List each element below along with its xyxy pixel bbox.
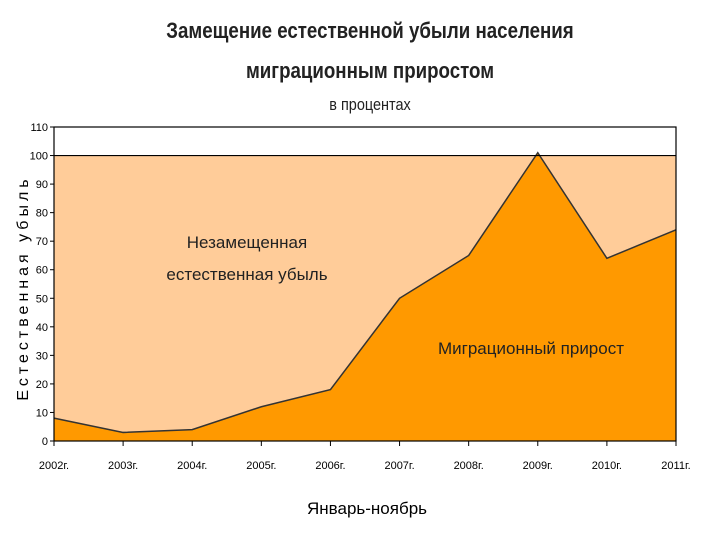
annotation-unreplaced-line1: Незамещенная — [187, 233, 307, 252]
y-tick-label: 10 — [36, 407, 48, 419]
migration-area — [54, 152, 676, 441]
y-tick-label: 0 — [42, 436, 48, 448]
x-tick-label: 2007г. — [384, 460, 414, 472]
plot-border — [53, 126, 677, 442]
x-tick-label: 2009г. — [523, 460, 553, 472]
series-line — [53, 151, 677, 434]
y-tick-label: 70 — [36, 236, 48, 248]
y-tick-label: 90 — [36, 179, 48, 191]
x-tick-label: 2003г. — [108, 460, 138, 472]
chart-axes — [50, 126, 677, 446]
x-tick-label: 2008г. — [454, 460, 484, 472]
y-axis-label: Естественная убыль — [15, 175, 32, 400]
y-tick-label: 50 — [36, 293, 48, 305]
y-tick-label: 60 — [36, 265, 48, 277]
x-tick-label: 2004г. — [177, 460, 207, 472]
x-tick-label: 2005г. — [246, 460, 276, 472]
chart-subtitle: в процентах — [329, 95, 411, 114]
y-tick-label: 40 — [36, 322, 48, 334]
x-tick-label: 2002г. — [39, 460, 69, 472]
x-tick-label: 2011г. — [661, 460, 690, 472]
x-axis-label: Январь-ноябрь — [307, 499, 427, 518]
y-tick-label: 30 — [36, 350, 48, 362]
annotation-unreplaced-line2: естественная убыль — [166, 265, 327, 284]
chart-title-line2: миграционным приростом — [245, 58, 495, 83]
x-tick-label: 2006г. — [315, 460, 345, 472]
annotation-migration: Миграционный прирост — [438, 339, 624, 358]
y-tick-label: 110 — [30, 122, 48, 134]
chart-areas — [53, 151, 677, 441]
x-tick-label: 2010г. — [592, 460, 622, 472]
y-tick-label: 20 — [36, 379, 48, 391]
y-tick-labels: 0 10 20 30 40 50 60 70 80 90 100 110 — [30, 122, 48, 448]
x-tick-labels: 2002г. 2003г. 2004г. 2005г. 2006г. 2007г. 2008… — [39, 460, 691, 472]
y-tick-label: 80 — [36, 208, 48, 220]
y-tick-label: 100 — [30, 151, 48, 163]
chart-title: Замещение естественной убыли населения — [166, 18, 574, 43]
